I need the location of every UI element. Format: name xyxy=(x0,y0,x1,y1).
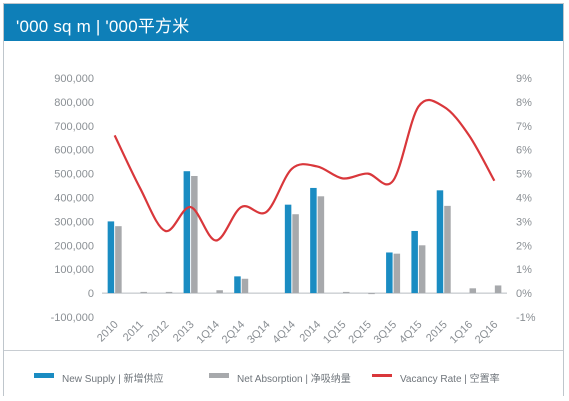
new-supply-bar xyxy=(107,221,115,294)
net-absorption-bar xyxy=(393,253,401,294)
net-absorption-swatch-icon xyxy=(209,373,229,378)
x-category-label: 3Q15 xyxy=(372,319,400,347)
y-right-tick-label: 9% xyxy=(516,73,532,85)
new-supply-swatch-icon xyxy=(34,373,54,378)
net-absorption-bar xyxy=(317,196,325,294)
x-category-label: 1Q16 xyxy=(448,319,476,347)
net-absorption-bar xyxy=(140,291,147,294)
net-absorption-bar xyxy=(368,293,375,295)
y-left-tick-label: 0 xyxy=(88,288,94,300)
y-right-tick-label: 5% xyxy=(516,169,532,181)
net-absorption-bar xyxy=(241,278,249,294)
legend-label-vacancy-rate: Vacancy Rate | 空置率 xyxy=(400,374,500,385)
y-left-tick-label: 600,000 xyxy=(54,145,94,157)
net-absorption-bar xyxy=(494,285,502,294)
x-category-label: 2014 xyxy=(297,319,323,345)
x-category-label: 2Q16 xyxy=(473,319,501,347)
y-left-tick-label: 100,000 xyxy=(54,264,94,276)
net-absorption-bar xyxy=(115,226,122,294)
x-category-label: 1Q14 xyxy=(195,319,223,347)
new-supply-bar xyxy=(436,190,444,294)
net-absorption-bar xyxy=(292,214,299,294)
chart-legend: New Supply | 新增供应 Net Absorption | 净吸纳量 … xyxy=(4,350,563,397)
y-left-tick-label: 900,000 xyxy=(54,73,94,85)
vacancy-rate-line xyxy=(113,98,496,242)
y-left-tick-label: 500,000 xyxy=(54,169,94,181)
x-category-label: 2010 xyxy=(95,319,121,345)
y-right-tick-label: 2% xyxy=(516,240,532,252)
y-left-tick-label: 400,000 xyxy=(54,193,94,205)
y-left-tick-label: -100,000 xyxy=(51,312,94,324)
net-absorption-bar xyxy=(191,175,198,294)
y-left-tick-label: 800,000 xyxy=(54,97,94,109)
x-category-label: 2015 xyxy=(424,319,450,345)
x-category-label: 4Q15 xyxy=(397,319,425,347)
legend-label-net-absorption: Net Absorption | 净吸纳量 xyxy=(237,374,351,385)
chart-header: '000 sq m | '000平方米 xyxy=(4,4,563,41)
x-category-label: 2012 xyxy=(146,319,172,345)
y-right-tick-label: 7% xyxy=(516,121,532,133)
y-right-tick-label: -1% xyxy=(516,312,536,324)
y-right-tick-label: 4% xyxy=(516,193,532,205)
x-category-label: 2011 xyxy=(121,319,146,344)
y-right-tick-label: 8% xyxy=(516,97,532,109)
x-category-label: 3Q14 xyxy=(245,319,273,347)
y-right-tick-label: 6% xyxy=(516,145,532,157)
x-category-label: 2Q15 xyxy=(346,319,374,347)
legend-label-new-supply: New Supply | 新增供应 xyxy=(62,374,164,385)
y-right-tick-label: 1% xyxy=(516,264,532,276)
x-category-label: 1Q15 xyxy=(321,319,349,347)
new-supply-bar xyxy=(310,187,317,294)
net-absorption-bar xyxy=(469,288,477,294)
y-right-tick-label: 0% xyxy=(516,288,532,300)
new-supply-bar xyxy=(234,276,241,294)
new-supply-bar xyxy=(183,171,191,294)
net-absorption-bar xyxy=(342,291,350,294)
y-right-tick-label: 3% xyxy=(516,216,532,228)
chart-card: '000 sq m | '000平方米 -100,000 0 100,000 200,… xyxy=(3,3,564,397)
net-absorption-bar xyxy=(216,290,223,294)
vacancy-rate-swatch-icon xyxy=(372,374,392,377)
y-left-tick-label: 200,000 xyxy=(54,240,94,252)
y-left-tick-label: 700,000 xyxy=(54,121,94,133)
chart-units-title: '000 sq m | '000平方米 xyxy=(16,17,190,36)
net-absorption-bar xyxy=(418,245,426,294)
net-absorption-bar xyxy=(165,291,173,294)
new-supply-bar xyxy=(284,204,292,294)
chart-plot: -100,000 0 100,000 200,000 300,000 400,000 500… xyxy=(51,73,536,347)
x-category-label: 2013 xyxy=(171,319,197,345)
y-left-tick-label: 300,000 xyxy=(54,216,94,228)
x-category-label: 4Q14 xyxy=(270,319,298,347)
new-supply-bar xyxy=(386,252,393,294)
new-supply-bar xyxy=(411,230,418,294)
x-category-label: 2Q14 xyxy=(220,319,248,347)
net-absorption-bar xyxy=(444,205,451,294)
